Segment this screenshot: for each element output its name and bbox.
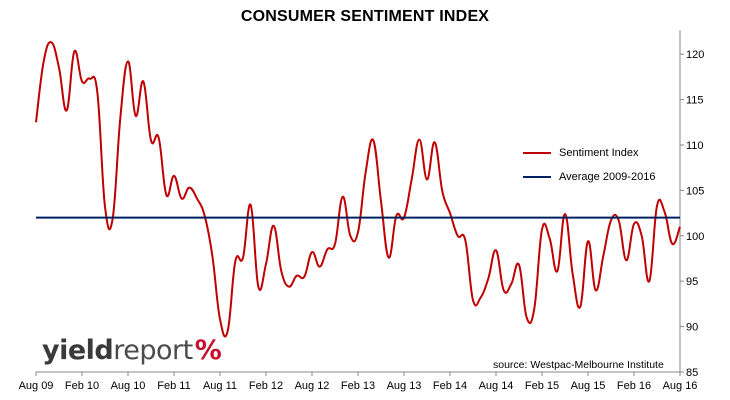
x-tick-label: Feb 12 bbox=[249, 380, 283, 392]
legend-item-average: Average 2009-2016 bbox=[523, 170, 655, 184]
legend-swatch-average bbox=[523, 176, 551, 178]
legend-swatch-sentiment bbox=[523, 152, 551, 154]
legend-label-average: Average 2009-2016 bbox=[559, 171, 656, 183]
y-tick-label: 85 bbox=[686, 367, 698, 379]
y-tick-label: 120 bbox=[686, 49, 704, 61]
x-tick-label: Feb 11 bbox=[157, 380, 190, 392]
logo-percent-icon: % bbox=[194, 335, 222, 366]
x-tick-label: Aug 16 bbox=[663, 380, 698, 392]
y-tick-label: 95 bbox=[686, 276, 698, 288]
x-tick-label: Aug 13 bbox=[387, 380, 422, 392]
legend-label-sentiment: Sentiment Index bbox=[559, 147, 639, 159]
source-note: source: Westpac-Melbourne Institute bbox=[493, 359, 664, 371]
chart-legend: Sentiment Index Average 2009-2016 bbox=[523, 146, 655, 194]
x-tick-label: Feb 14 bbox=[433, 380, 467, 392]
y-tick-label: 115 bbox=[686, 95, 704, 107]
chart-title: CONSUMER SENTIMENT INDEX bbox=[240, 8, 490, 25]
x-tick-label: Feb 15 bbox=[525, 380, 559, 392]
logo-text-report: report bbox=[113, 335, 193, 366]
logo-text-yield: yield bbox=[42, 335, 114, 366]
x-tick-label: Aug 14 bbox=[479, 380, 514, 392]
y-tick-label: 110 bbox=[686, 140, 704, 152]
x-tick-label: Aug 11 bbox=[203, 380, 237, 392]
x-tick-label: Feb 16 bbox=[617, 380, 651, 392]
x-tick-label: Aug 15 bbox=[571, 380, 606, 392]
x-tick-label: Feb 13 bbox=[341, 380, 375, 392]
yieldreport-logo: yieldreport% bbox=[42, 335, 222, 366]
x-tick-label: Aug 12 bbox=[295, 380, 330, 392]
y-tick-label: 90 bbox=[686, 322, 698, 334]
legend-item-sentiment: Sentiment Index bbox=[523, 146, 655, 160]
x-tick-label: Feb 10 bbox=[65, 380, 99, 392]
x-tick-label: Aug 09 bbox=[19, 380, 54, 392]
y-tick-label: 105 bbox=[686, 185, 704, 197]
y-tick-label: 100 bbox=[686, 231, 704, 243]
series-line-sentiment-index bbox=[35, 41, 681, 338]
x-tick-label: Aug 10 bbox=[111, 380, 146, 392]
